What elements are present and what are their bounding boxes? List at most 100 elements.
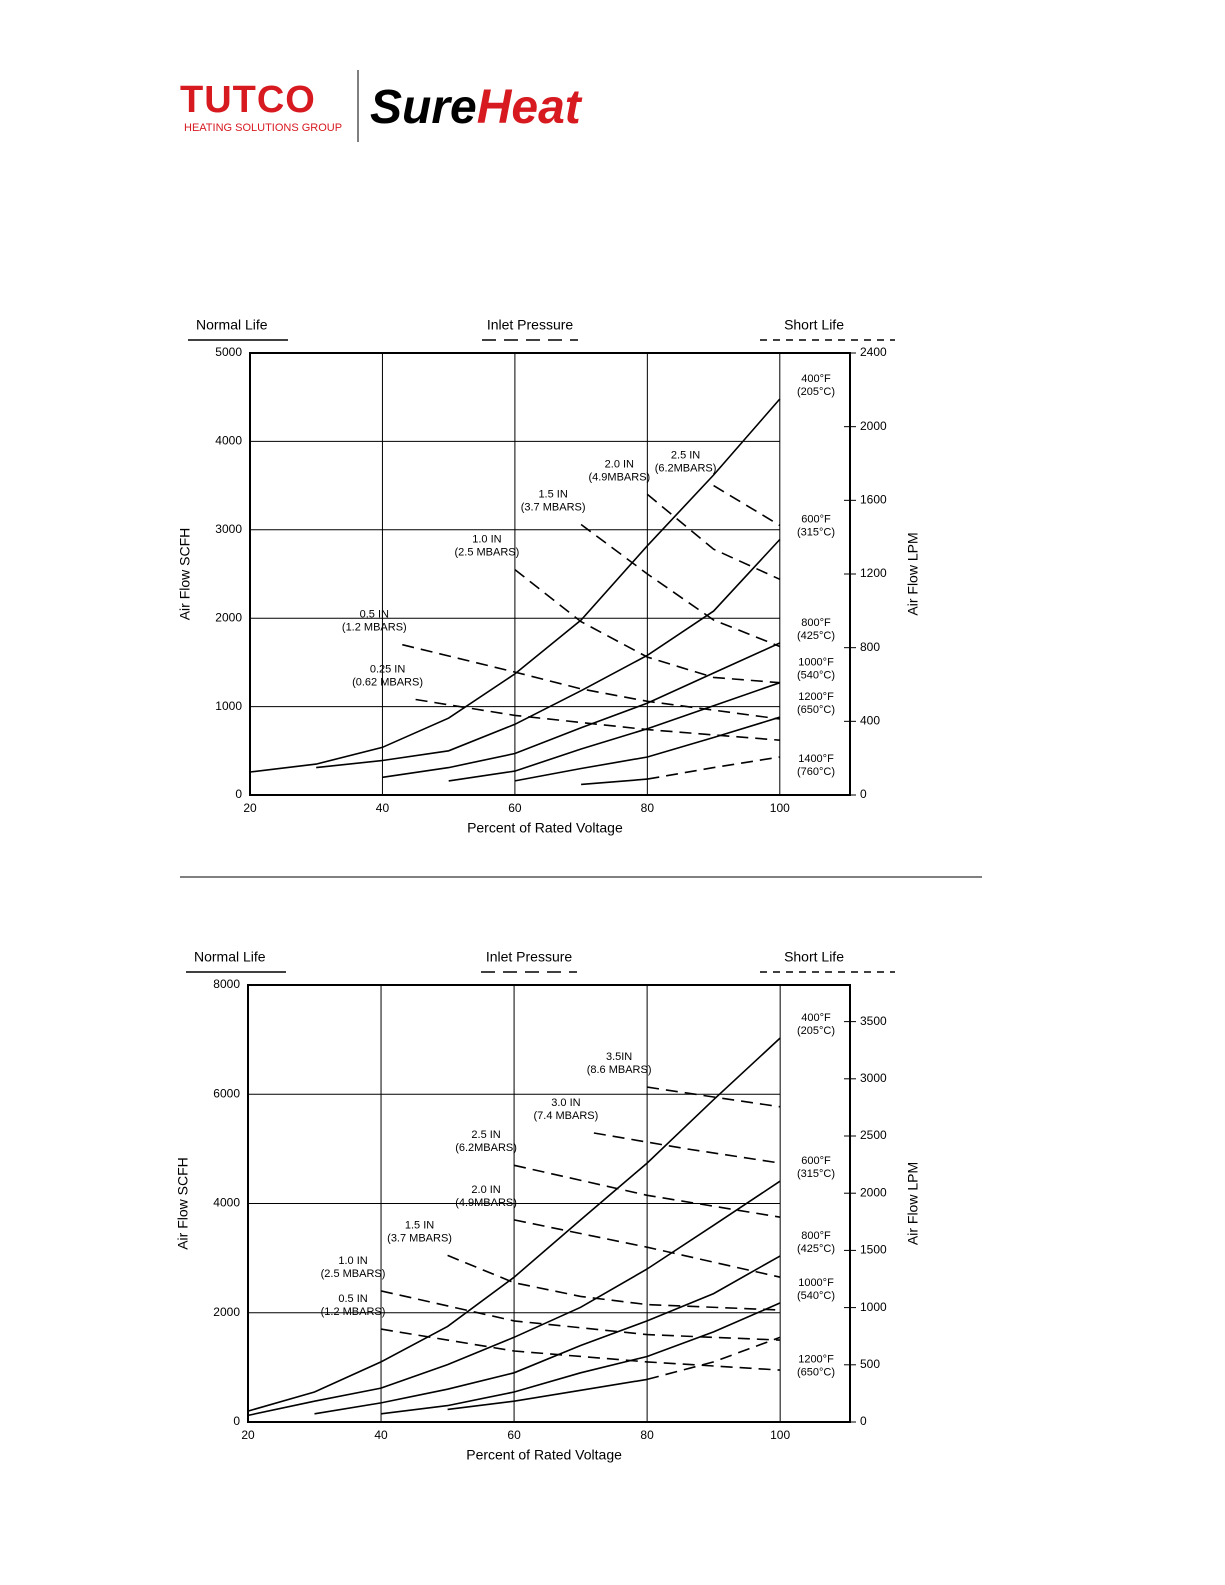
pressure-curve — [513, 1164, 781, 1218]
y-tick-label: 4000 — [215, 434, 242, 448]
y2-axis-label: Air Flow LPM — [905, 532, 921, 615]
pressure-label: 3.5IN — [606, 1051, 632, 1063]
legend-short: Short Life — [784, 949, 844, 965]
pressure-curve — [713, 484, 781, 527]
product: SureHeat — [370, 81, 583, 134]
y2-tick-label: 0 — [860, 787, 867, 801]
pressure-label: 2.0 IN — [471, 1184, 500, 1196]
y2-tick-label: 2000 — [860, 419, 887, 433]
temperature-label: (650°C) — [797, 1366, 835, 1378]
chart: Normal Life Inlet Pressure Short Life02000… — [175, 949, 921, 1463]
pressure-curve — [593, 1132, 781, 1164]
pressure-label: (6.2MBARS) — [455, 1142, 517, 1154]
x-tick-label: 100 — [770, 801, 790, 815]
pressure-label: (2.5 MBARS) — [455, 546, 520, 558]
y-tick-label: 2000 — [213, 1305, 240, 1319]
legend-normal: Normal Life — [194, 949, 266, 965]
temperature-label: (650°C) — [797, 704, 835, 716]
pressure-label: 1.5 IN — [405, 1219, 434, 1231]
temperature-curve — [249, 398, 781, 773]
temperature-label: (205°C) — [797, 386, 835, 398]
y2-tick-label: 3500 — [860, 1014, 887, 1028]
x-tick-label: 100 — [770, 1428, 790, 1442]
temperature-label: 600°F — [801, 513, 831, 525]
product-a: Sure — [370, 81, 477, 134]
y-tick-label: 4000 — [213, 1196, 240, 1210]
pressure-label: 1.0 IN — [338, 1255, 367, 1267]
temperature-label: 800°F — [801, 1230, 831, 1242]
pressure-curve — [402, 643, 780, 720]
x-tick-label: 60 — [507, 1428, 521, 1442]
x-tick-label: 40 — [374, 1428, 388, 1442]
y-axis-label: Air Flow SCFH — [175, 1157, 191, 1250]
y-tick-label: 0 — [235, 787, 242, 801]
pressure-label: (1.2 MBARS) — [342, 622, 407, 634]
y2-tick-label: 1000 — [860, 1300, 887, 1314]
temperature-curve — [382, 642, 781, 779]
y-tick-label: 0 — [233, 1414, 240, 1428]
pressure-label: (4.9MBARS) — [588, 471, 650, 483]
x-tick-label: 20 — [241, 1428, 255, 1442]
pressure-label: (3.7 MBARS) — [521, 501, 586, 513]
y2-tick-label: 2000 — [860, 1185, 887, 1199]
temperature-curve — [247, 1037, 781, 1412]
temperature-curve — [380, 1302, 781, 1415]
pressure-label: (0.62 MBARS) — [352, 676, 423, 688]
plot-frame — [247, 984, 851, 1423]
temperature-label: (540°C) — [797, 670, 835, 682]
y-tick-label: 1000 — [215, 699, 242, 713]
y2-tick-label: 400 — [860, 714, 880, 728]
pressure-label: 3.0 IN — [551, 1097, 580, 1109]
x-tick-label: 20 — [243, 801, 257, 815]
temperature-curve — [514, 716, 781, 782]
legend-normal: Normal Life — [196, 317, 268, 333]
pressure-label: 0.25 IN — [370, 663, 406, 675]
pressure-label: 2.0 IN — [605, 458, 634, 470]
y-axis-label: Air Flow SCFH — [177, 528, 193, 621]
logo: TUTCO HEATING SOLUTIONS GROUP SureHeat — [180, 70, 583, 142]
temperature-label: (760°C) — [797, 766, 835, 778]
pressure-curve — [380, 1290, 781, 1341]
pressure-curve — [514, 568, 780, 684]
x-axis-label: Percent of Rated Voltage — [467, 820, 623, 836]
pressure-label: (3.7 MBARS) — [387, 1232, 452, 1244]
pressure-curve — [646, 1086, 781, 1108]
pressure-curve — [513, 1219, 781, 1278]
pressure-label: 0.5 IN — [338, 1293, 367, 1305]
legend-pressure: Inlet Pressure — [486, 949, 573, 965]
x-tick-label: 80 — [640, 1428, 654, 1442]
temperature-label: (315°C) — [797, 526, 835, 538]
pressure-curve — [380, 1328, 781, 1371]
pressure-curve — [646, 1336, 781, 1381]
x-tick-label: 60 — [508, 801, 522, 815]
pressure-label: (1.2 MBARS) — [321, 1306, 386, 1318]
temperature-label: 1000°F — [798, 657, 834, 669]
product-b: Heat — [477, 81, 583, 134]
temperature-curve — [448, 681, 781, 782]
temperature-label: 1200°F — [798, 1353, 834, 1365]
tagline: HEATING SOLUTIONS GROUP — [184, 122, 342, 134]
temperature-label: (425°C) — [797, 1243, 835, 1255]
temperature-label: 400°F — [801, 1012, 831, 1024]
temperature-label: (315°C) — [797, 1168, 835, 1180]
temperature-label: 400°F — [801, 373, 831, 385]
pressure-label: 2.5 IN — [671, 450, 700, 462]
temperature-label: 1000°F — [798, 1277, 834, 1289]
pressure-label: (7.4 MBARS) — [534, 1110, 599, 1122]
y-tick-label: 8000 — [213, 977, 240, 991]
y2-tick-label: 0 — [860, 1414, 867, 1428]
chart: Normal Life Inlet Pressure Short Life01000… — [177, 317, 921, 836]
temperature-label: 1400°F — [798, 753, 834, 765]
y2-tick-label: 800 — [860, 640, 880, 654]
y2-tick-label: 1600 — [860, 493, 887, 507]
plot-frame — [249, 352, 851, 796]
temperature-label: 600°F — [801, 1155, 831, 1167]
pressure-label: 1.5 IN — [538, 488, 567, 500]
legend-pressure: Inlet Pressure — [487, 317, 574, 333]
pressure-label: (2.5 MBARS) — [321, 1268, 386, 1280]
temperature-label: (540°C) — [797, 1290, 835, 1302]
brand: TUTCO — [180, 79, 316, 121]
pressure-curve — [447, 1254, 781, 1311]
y2-tick-label: 1200 — [860, 566, 887, 580]
